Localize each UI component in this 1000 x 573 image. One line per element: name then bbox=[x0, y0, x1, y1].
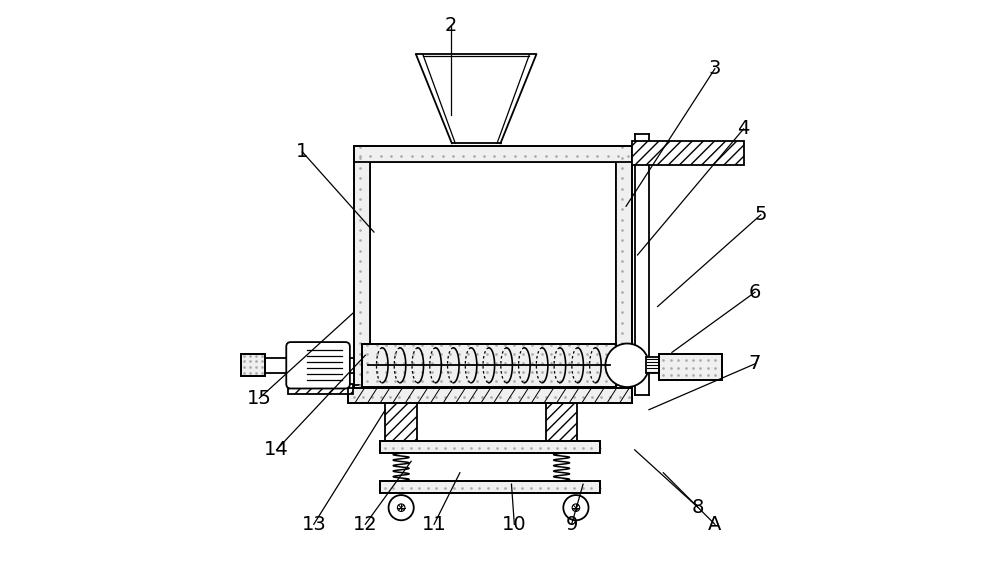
Text: 11: 11 bbox=[422, 515, 446, 534]
Bar bbox=[354, 385, 632, 401]
Circle shape bbox=[397, 504, 405, 512]
Text: 15: 15 bbox=[247, 388, 272, 408]
Bar bbox=[348, 388, 632, 403]
Text: A: A bbox=[708, 515, 722, 534]
Bar bbox=[546, 403, 577, 452]
Bar bbox=[288, 384, 353, 394]
Circle shape bbox=[572, 504, 580, 512]
Bar bbox=[380, 481, 600, 493]
Bar bbox=[616, 146, 632, 401]
Text: 2: 2 bbox=[445, 16, 457, 36]
Text: 1: 1 bbox=[296, 142, 309, 162]
Bar bbox=[241, 354, 265, 376]
Bar bbox=[354, 146, 370, 401]
Bar bbox=[362, 344, 616, 387]
Bar bbox=[380, 481, 600, 493]
Text: 6: 6 bbox=[749, 282, 761, 302]
Text: 9: 9 bbox=[565, 515, 578, 534]
Bar bbox=[632, 142, 744, 166]
Bar bbox=[646, 358, 659, 374]
Text: 3: 3 bbox=[709, 59, 721, 79]
Bar bbox=[348, 388, 632, 403]
Text: 13: 13 bbox=[301, 515, 326, 534]
Text: 12: 12 bbox=[353, 515, 378, 534]
Polygon shape bbox=[416, 54, 536, 143]
Circle shape bbox=[563, 495, 589, 520]
Bar bbox=[354, 146, 632, 401]
Text: 7: 7 bbox=[749, 354, 761, 374]
Bar bbox=[354, 146, 632, 162]
Text: 8: 8 bbox=[691, 497, 704, 517]
Text: 4: 4 bbox=[737, 119, 750, 139]
Bar bbox=[370, 162, 616, 385]
FancyBboxPatch shape bbox=[286, 342, 350, 388]
Bar bbox=[380, 441, 600, 453]
Text: 5: 5 bbox=[754, 205, 767, 225]
Bar bbox=[659, 354, 722, 380]
Text: 10: 10 bbox=[502, 515, 527, 534]
Bar bbox=[380, 441, 600, 453]
Bar bbox=[362, 344, 616, 387]
Bar bbox=[385, 403, 417, 452]
Bar bbox=[613, 354, 642, 377]
Circle shape bbox=[605, 343, 649, 387]
Bar bbox=[659, 354, 722, 380]
Bar bbox=[241, 354, 265, 376]
Text: 14: 14 bbox=[264, 440, 289, 460]
Circle shape bbox=[389, 495, 414, 520]
